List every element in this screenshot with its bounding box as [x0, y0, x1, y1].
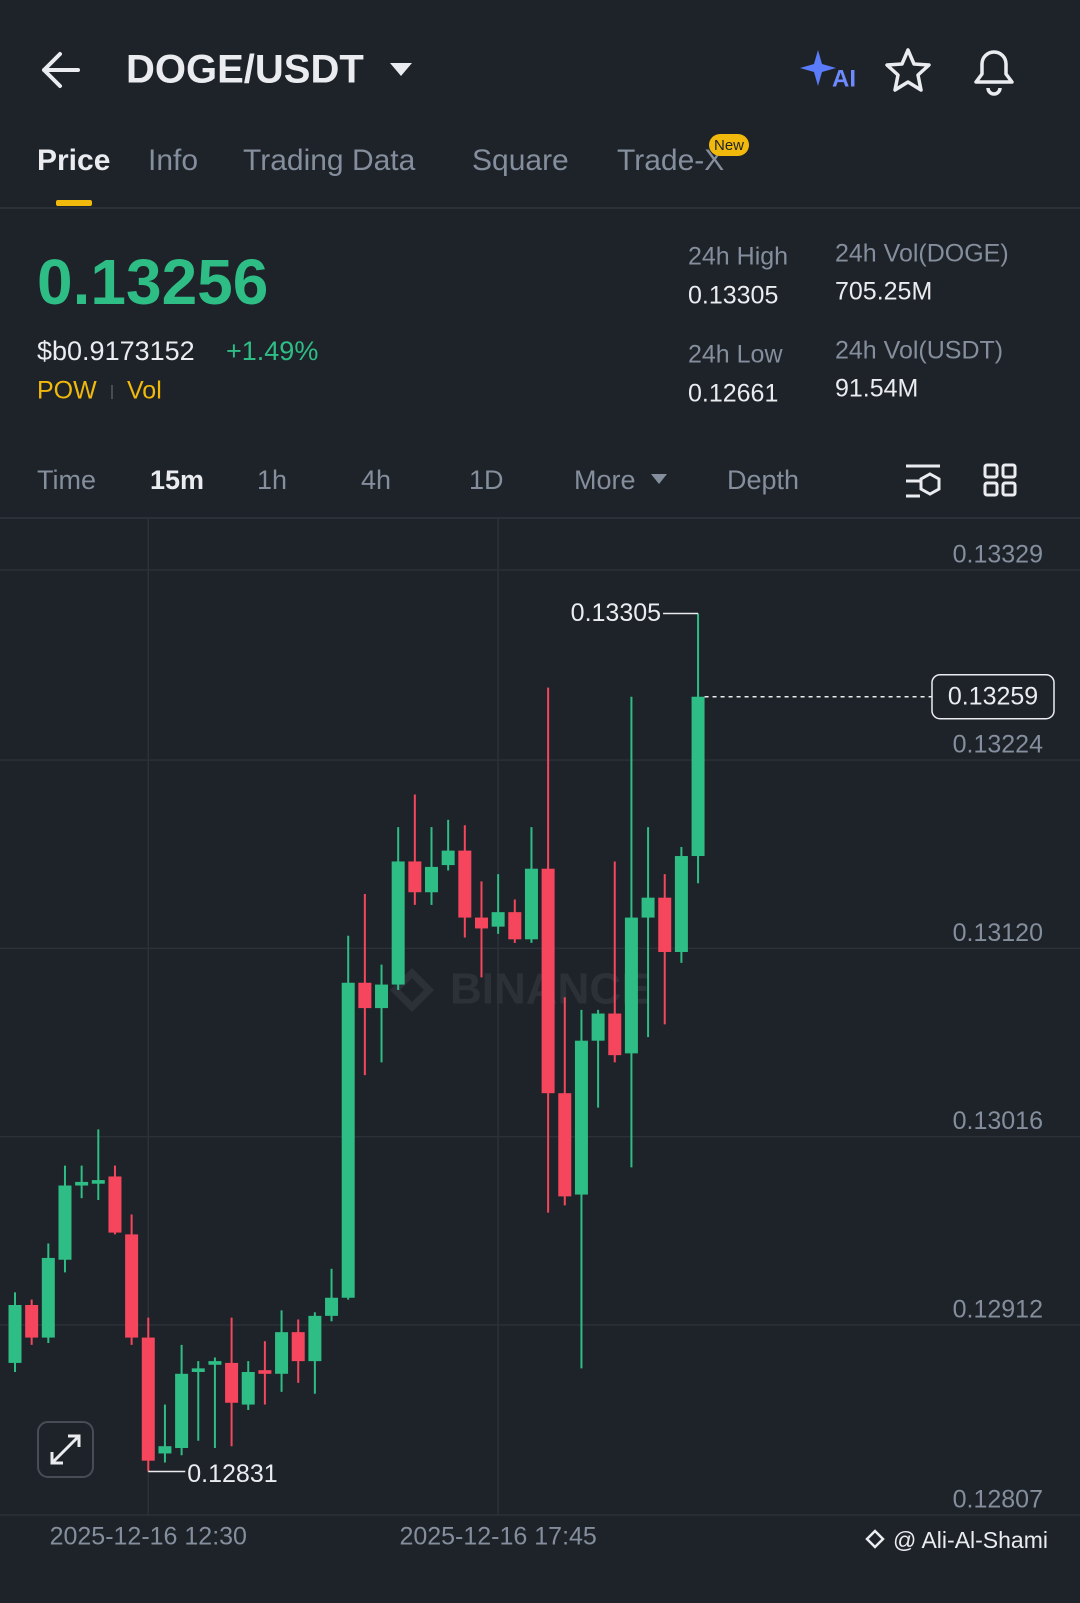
indicator-settings[interactable]	[906, 464, 941, 498]
candle-body	[458, 850, 472, 918]
y-tick-label: 0.12807	[953, 1486, 1043, 1514]
interval[interactable]: 1D	[469, 465, 504, 495]
candle-body	[674, 856, 688, 952]
candlestick-chart: BINANCE0.133290.132240.131200.130160.129…	[0, 518, 1080, 1551]
high-label: 0.13305	[571, 599, 661, 627]
candle-body	[75, 1181, 89, 1186]
credit-icon	[865, 1529, 885, 1549]
tag[interactable]: POW	[37, 377, 97, 405]
candle-body	[408, 861, 422, 893]
candle-body	[291, 1332, 305, 1362]
candle-body	[624, 917, 638, 1054]
stat-label: 24h Low	[688, 341, 783, 369]
candle-body	[175, 1373, 189, 1449]
candle-body	[474, 917, 488, 929]
candle-body	[441, 850, 455, 866]
y-tick-label: 0.13224	[953, 731, 1043, 759]
interval[interactable]: Depth	[727, 465, 799, 495]
stat-value: 91.54M	[835, 375, 918, 403]
tab[interactable]: Trading Data	[243, 144, 416, 177]
y-tick-label: 0.12912	[953, 1296, 1043, 1324]
stat-value: 0.12661	[688, 380, 778, 408]
stat-label: 24h Vol(DOGE)	[835, 240, 1009, 268]
stat-value: 705.25M	[835, 278, 932, 306]
candle-body	[108, 1176, 122, 1233]
candle-body	[258, 1370, 272, 1374]
layout-button[interactable]	[983, 463, 1017, 497]
tab[interactable]: Price	[37, 144, 110, 177]
low-label: 0.12831	[187, 1460, 277, 1488]
candle-body	[225, 1362, 239, 1403]
interval[interactable]: More	[574, 465, 636, 495]
new-badge: New	[714, 137, 744, 154]
ai-button[interactable]: AI	[800, 50, 856, 92]
new-badge-bg	[709, 134, 749, 156]
tab-indicator	[56, 200, 92, 206]
tab[interactable]: Trade-X	[617, 144, 724, 177]
candle-body	[541, 868, 555, 1094]
y-tick-label: 0.13016	[953, 1107, 1043, 1135]
x-tick-label: 2025-12-16 12:30	[50, 1523, 247, 1551]
stat-label: 24h High	[688, 243, 788, 271]
tab[interactable]: Square	[472, 144, 569, 177]
candle-body	[508, 912, 522, 940]
candle-body	[591, 1013, 605, 1041]
back-button[interactable]	[42, 52, 80, 88]
candle-body	[574, 1040, 588, 1195]
candle-body	[58, 1185, 72, 1260]
candle-body	[691, 696, 705, 857]
candle-body	[25, 1305, 39, 1338]
last-price: 0.13256	[37, 246, 268, 318]
candle-body	[608, 1013, 622, 1056]
candle-body	[325, 1297, 339, 1316]
fiat-price: $b0.9173152	[37, 336, 195, 366]
candle-body	[208, 1361, 222, 1365]
ai-label: AI	[832, 65, 856, 92]
candle-body	[425, 866, 438, 893]
y-tick-label: 0.13329	[953, 541, 1043, 569]
tag[interactable]: Vol	[127, 377, 162, 405]
pair-title[interactable]: DOGE/USDT	[126, 48, 364, 92]
price-change: +1.49%	[226, 336, 318, 366]
tab[interactable]: Info	[148, 144, 198, 177]
candle-body	[125, 1234, 139, 1338]
pair-caret[interactable]	[390, 63, 412, 76]
candle-body	[41, 1257, 55, 1338]
last-price-tag	[931, 673, 1055, 720]
interval[interactable]: Time	[37, 465, 96, 495]
candle-body	[358, 982, 372, 1009]
candle-body	[524, 868, 538, 940]
last-price-label: 0.13259	[948, 682, 1038, 710]
candle-body	[491, 912, 505, 927]
candle-body	[558, 1093, 572, 1197]
candle-body	[641, 897, 655, 918]
interval[interactable]: 15m	[150, 465, 204, 495]
favorite-button[interactable]	[885, 48, 931, 92]
candle-body	[341, 982, 355, 1298]
candle-body	[241, 1371, 255, 1405]
stat-label: 24h Vol(USDT)	[835, 337, 1003, 365]
stat-value: 0.13305	[688, 282, 778, 310]
more-caret	[651, 474, 667, 484]
candle-body	[91, 1180, 105, 1184]
interval[interactable]: 4h	[361, 465, 391, 495]
candle-body	[391, 861, 405, 985]
candle-body	[191, 1368, 205, 1372]
x-tick-label: 2025-12-16 17:45	[399, 1523, 596, 1551]
expand-button[interactable]	[37, 1421, 94, 1478]
candle-body	[275, 1332, 289, 1374]
candle-body	[141, 1337, 155, 1461]
credit: @ Ali-Al-Shami	[893, 1527, 1048, 1553]
candle-body	[8, 1305, 22, 1363]
candle-body	[658, 897, 672, 952]
alert-button[interactable]	[974, 50, 1014, 96]
interval[interactable]: 1h	[257, 465, 287, 495]
candle-body	[158, 1446, 172, 1454]
candle-body	[308, 1315, 322, 1362]
candle-body	[375, 984, 389, 1009]
y-tick-label: 0.13120	[953, 919, 1043, 947]
